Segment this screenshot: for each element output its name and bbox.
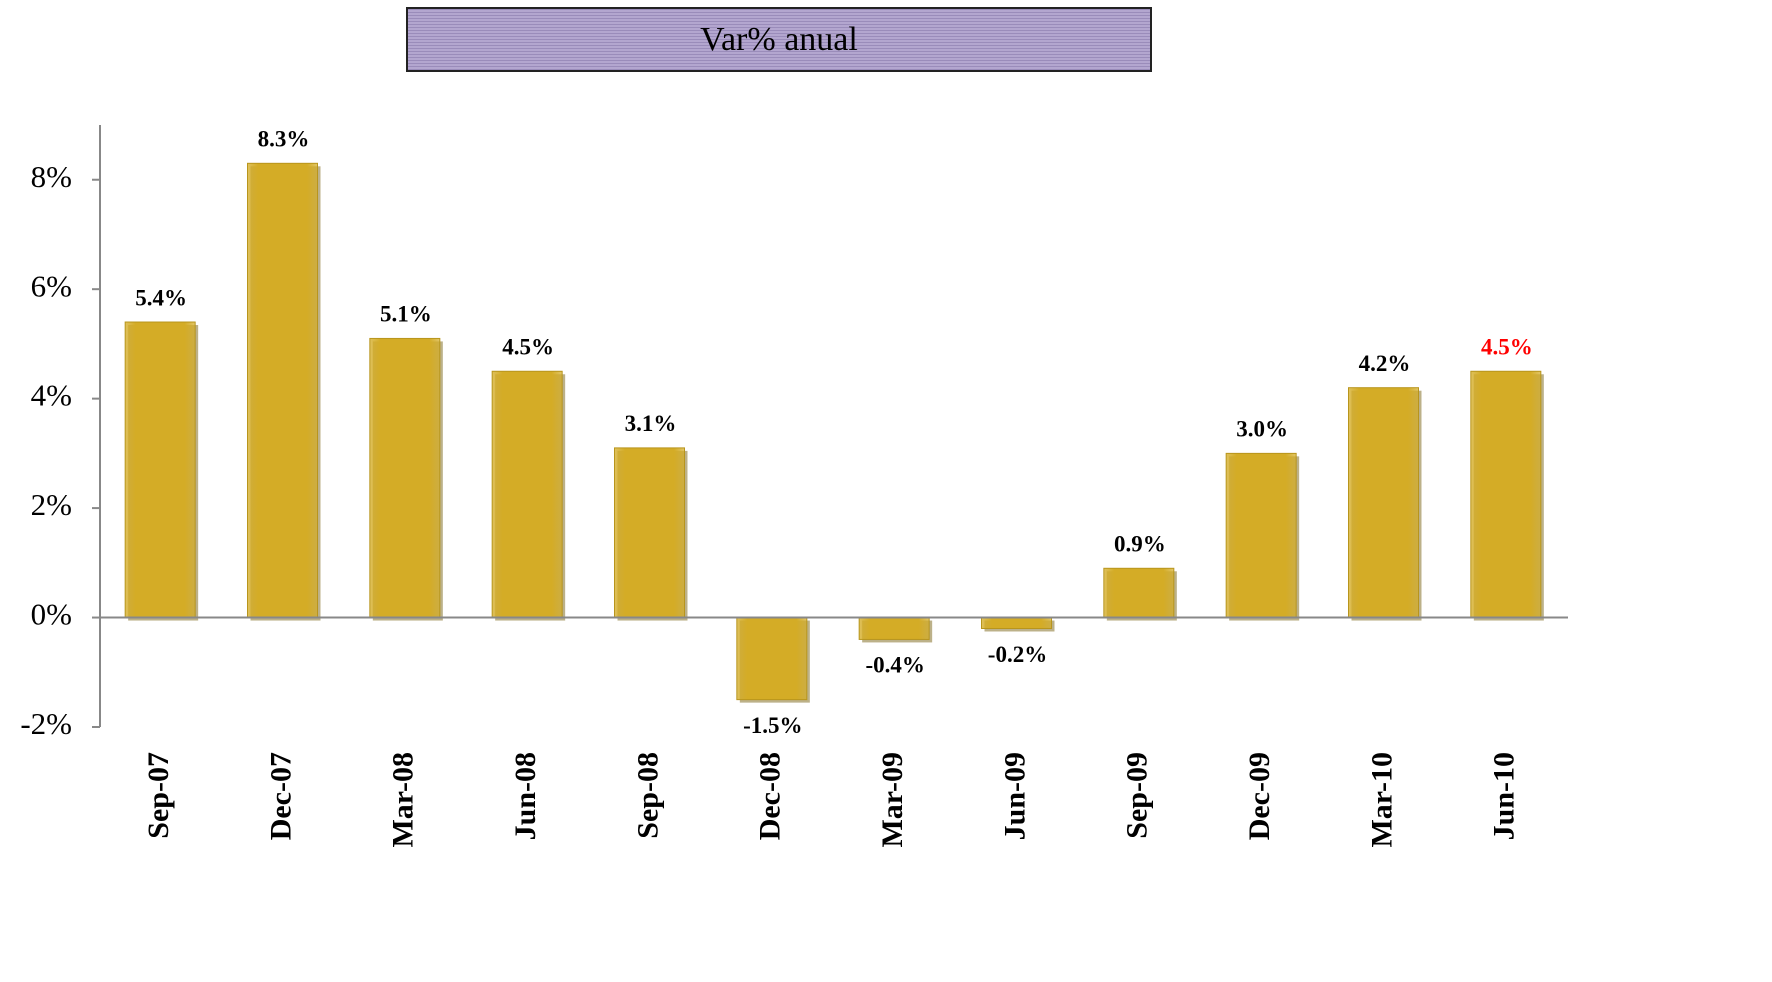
x-tick-label: Sep-07 [142, 752, 175, 839]
y-tick-label: 6% [31, 268, 72, 303]
x-tick-label: Dec-07 [264, 752, 297, 840]
x-tick-label: Mar-08 [387, 752, 420, 848]
bar [858, 617, 930, 640]
value-label: 4.5% [502, 335, 554, 360]
x-tick-label: Mar-09 [876, 752, 909, 848]
bar [369, 337, 441, 619]
value-label: -1.5% [743, 713, 802, 738]
value-label: 8.3% [258, 127, 310, 152]
value-label: 3.1% [625, 411, 677, 436]
x-tick-label: Dec-09 [1243, 752, 1276, 840]
x-tick-label: Mar-10 [1365, 752, 1398, 848]
y-tick-label: 8% [31, 159, 72, 194]
value-label: 5.1% [380, 302, 432, 327]
bar [491, 370, 563, 619]
bar [124, 321, 196, 619]
bar [981, 617, 1052, 629]
bar [1103, 567, 1175, 619]
x-tick-label: Sep-09 [1121, 752, 1154, 839]
bar [614, 447, 685, 619]
x-tick-label: Jun-08 [509, 752, 542, 840]
value-label: 4.5% [1481, 335, 1533, 360]
x-tick-label: Jun-10 [1488, 752, 1521, 840]
value-label: 0.9% [1114, 532, 1166, 557]
y-tick-label: 2% [31, 487, 72, 522]
value-label: 3.0% [1236, 417, 1288, 442]
x-tick-label: Jun-09 [998, 752, 1031, 840]
y-tick-label: 4% [31, 378, 72, 413]
bar [247, 162, 318, 619]
value-label: 4.2% [1359, 351, 1411, 376]
title-box [406, 7, 1152, 72]
x-tick-label: Sep-08 [631, 752, 664, 839]
value-label: 5.4% [135, 285, 187, 310]
value-label: -0.2% [988, 642, 1047, 667]
bar [1470, 370, 1542, 619]
value-label: -0.4% [865, 653, 924, 678]
y-tick-label: 0% [31, 597, 72, 632]
bar [1348, 387, 1419, 619]
y-tick-label: -2% [20, 706, 72, 741]
x-tick-label: Dec-08 [754, 752, 787, 840]
bar [1225, 452, 1297, 619]
chart-title: Var% anual [700, 21, 858, 58]
bar [736, 617, 808, 701]
